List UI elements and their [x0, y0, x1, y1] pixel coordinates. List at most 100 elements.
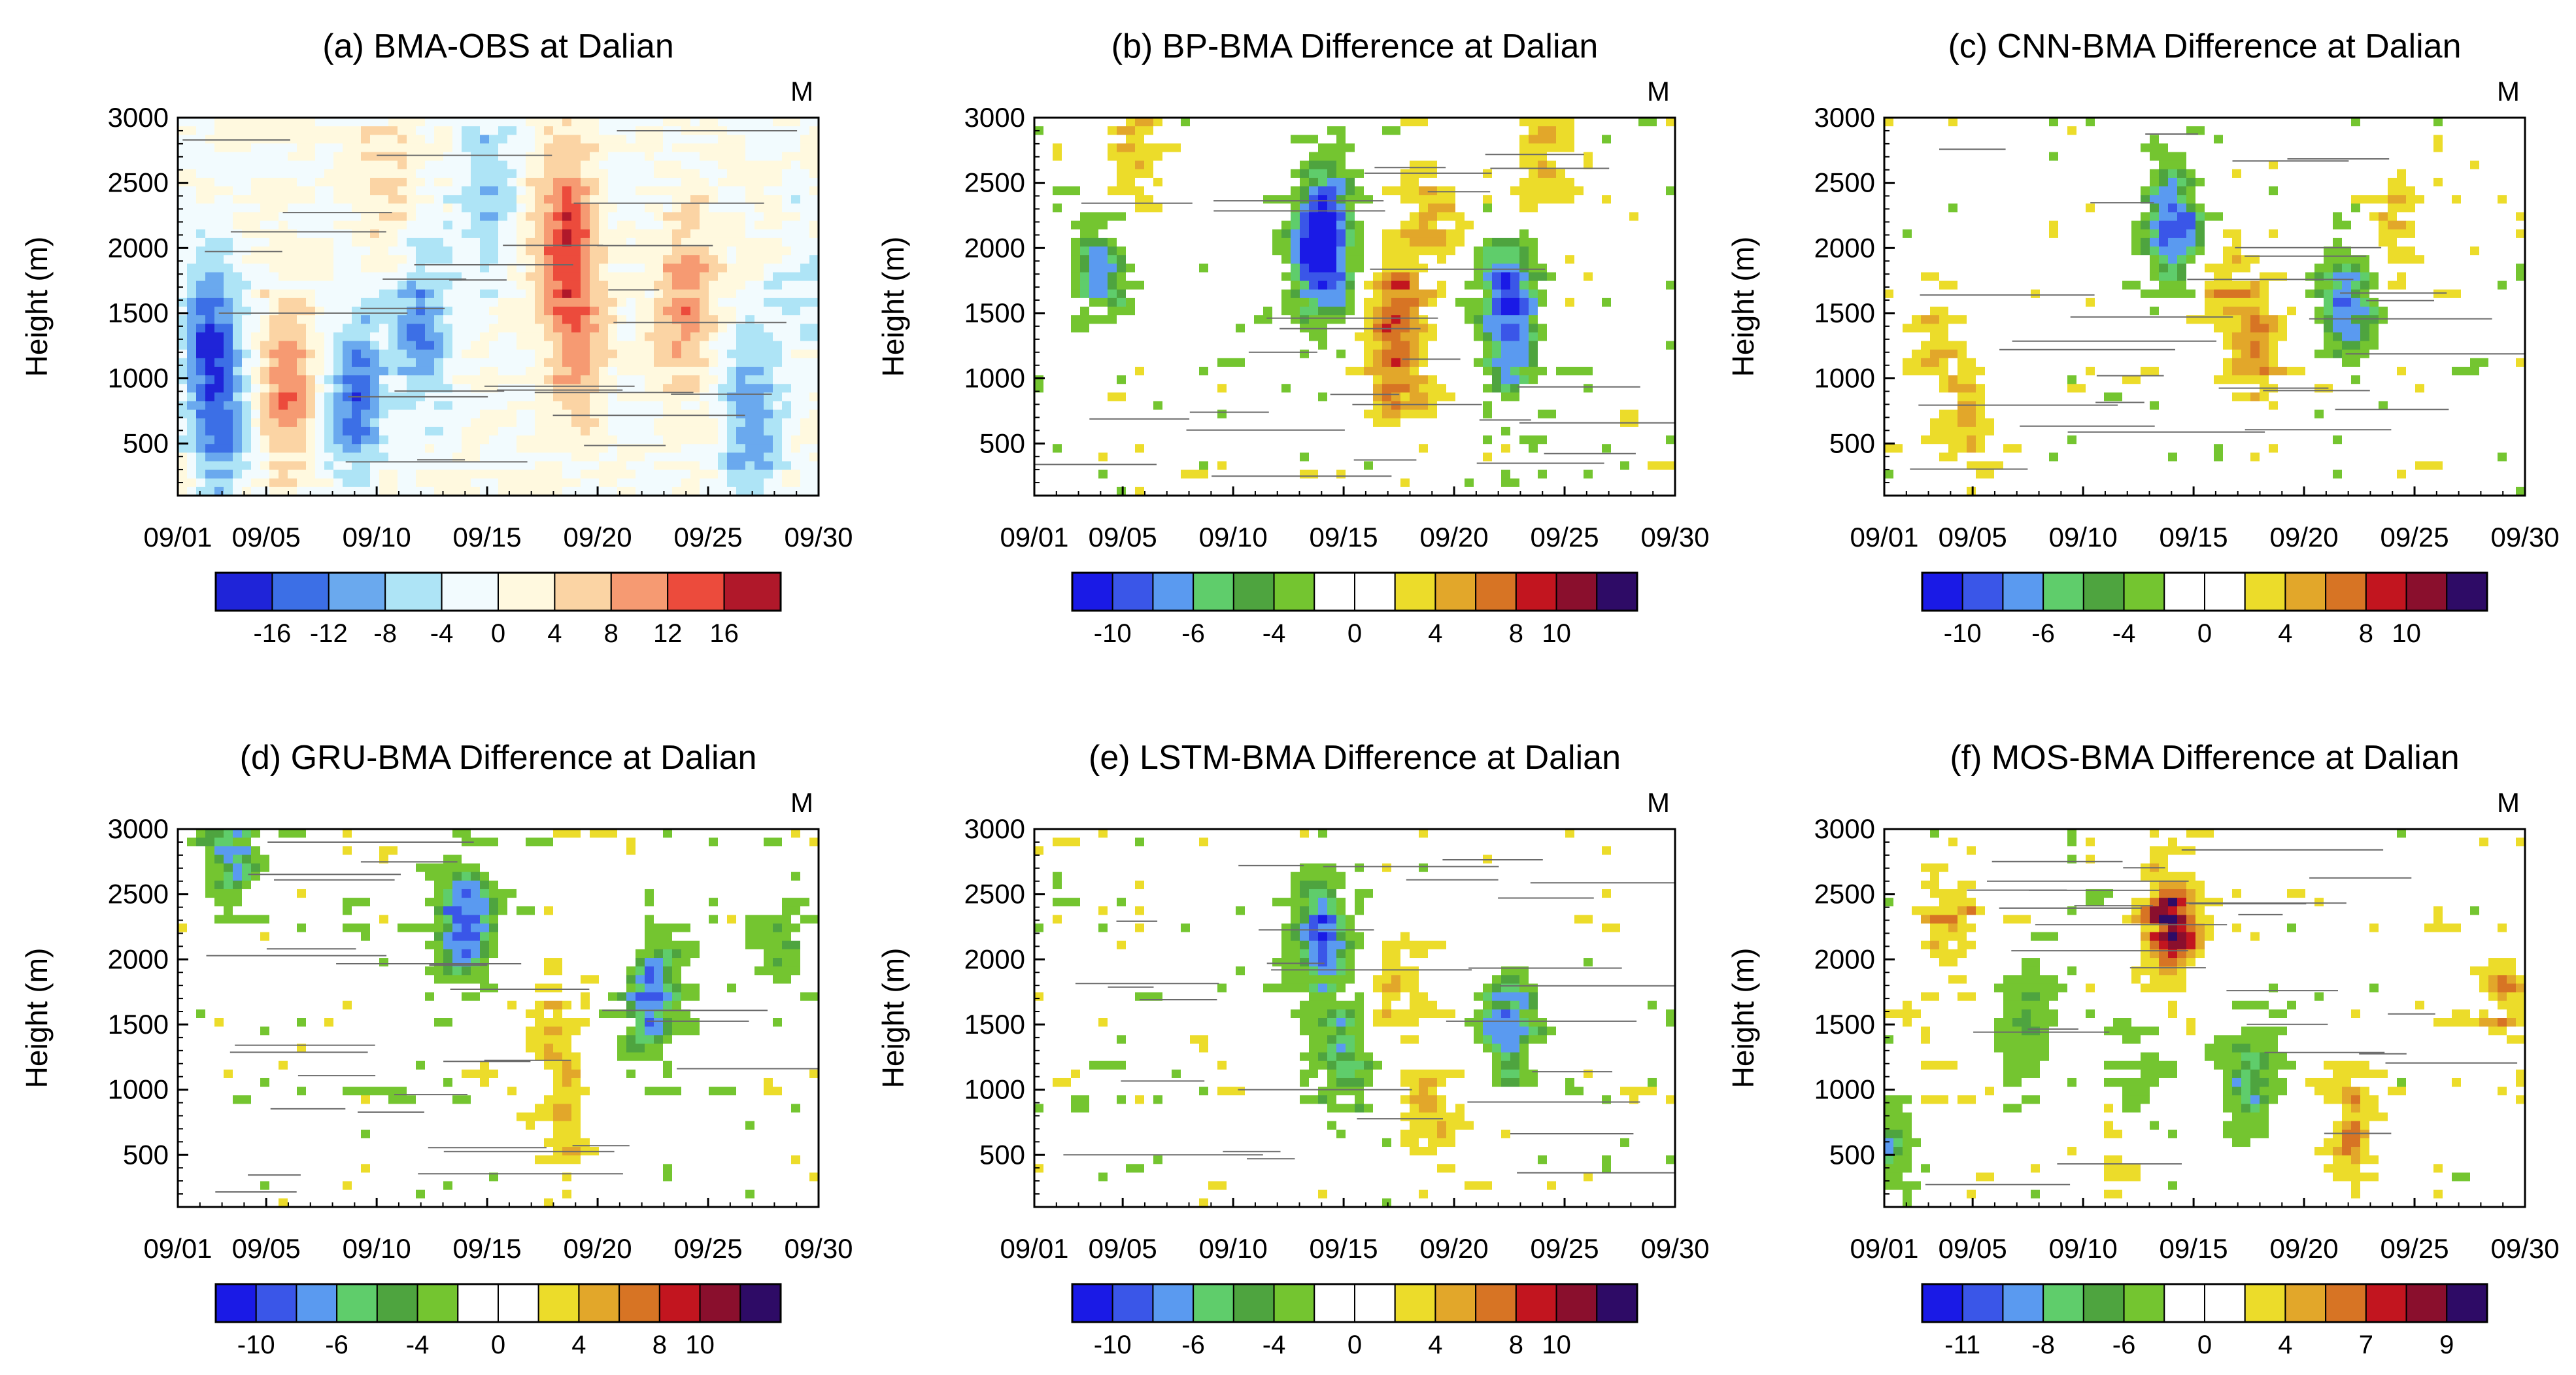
field-cell — [727, 203, 737, 213]
field-cell — [654, 195, 664, 204]
field-cell — [242, 280, 252, 290]
field-cell — [1291, 263, 1300, 273]
field-cell — [745, 461, 755, 471]
field-cell — [1318, 409, 1328, 419]
field-cell — [361, 229, 371, 239]
field-cell — [672, 435, 682, 445]
field-cell — [562, 349, 572, 359]
field-cell — [205, 401, 215, 411]
field-cell — [1364, 469, 1374, 479]
field-cell — [379, 375, 389, 384]
field-cell — [1272, 246, 1282, 256]
field-cell — [1318, 332, 1328, 342]
field-cell — [1071, 332, 1081, 342]
field-cell — [370, 418, 380, 428]
field-cell — [1135, 409, 1145, 419]
field-cell — [315, 160, 325, 170]
field-cell — [343, 384, 352, 393]
field-cell — [1281, 426, 1291, 436]
field-cell — [700, 143, 709, 153]
field-cell — [709, 332, 719, 342]
field-cell — [599, 409, 609, 419]
field-cell — [1382, 297, 1392, 307]
field-cell — [1300, 418, 1310, 428]
field-cell — [1355, 280, 1364, 290]
field-cell — [1053, 160, 1062, 170]
field-cell — [352, 461, 362, 471]
field-cell — [416, 461, 426, 471]
field-cell — [498, 341, 508, 350]
field-cell — [279, 366, 288, 376]
field-cell — [535, 289, 545, 299]
field-cell — [535, 135, 545, 144]
field-cell — [498, 203, 508, 213]
field-cell — [809, 272, 819, 282]
field-cell — [1318, 444, 1328, 453]
field-cell — [590, 177, 600, 187]
field-cell — [1034, 135, 1044, 144]
field-cell — [617, 341, 627, 350]
field-cell — [1382, 478, 1392, 488]
field-cell — [205, 307, 215, 316]
field-cell — [1364, 126, 1374, 135]
field-cell — [471, 126, 481, 135]
field-cell — [690, 409, 700, 419]
field-cell — [1098, 418, 1108, 428]
field-cell — [745, 409, 755, 419]
field-cell — [571, 186, 581, 195]
field-cell — [1391, 341, 1401, 350]
field-cell — [379, 426, 389, 436]
field-cell — [489, 263, 499, 273]
field-cell — [1071, 418, 1081, 428]
field-cell — [1199, 478, 1209, 488]
field-cell — [718, 324, 728, 333]
field-cell — [462, 237, 471, 247]
field-cell — [1291, 332, 1300, 342]
field-cell — [681, 152, 691, 161]
field-cell — [425, 263, 435, 273]
field-cell — [214, 478, 224, 488]
field-cell — [626, 332, 636, 342]
field-cell — [1281, 297, 1291, 307]
field-cell — [471, 143, 481, 153]
field-cell — [1144, 435, 1154, 445]
field-cell — [489, 478, 499, 488]
field-cell — [1144, 237, 1154, 247]
field-cell — [663, 426, 673, 436]
field-cell — [1382, 401, 1392, 411]
field-cell — [288, 152, 297, 161]
field-cell — [297, 324, 307, 333]
field-cell — [773, 426, 783, 436]
field-cell — [260, 203, 270, 213]
field-cell — [361, 418, 371, 428]
field-cell — [480, 126, 490, 135]
field-cell — [617, 461, 627, 471]
field-cell — [1162, 384, 1172, 393]
field-cell — [242, 444, 252, 453]
field-cell — [388, 324, 398, 333]
field-cell — [425, 177, 435, 187]
field-cell — [1318, 212, 1328, 222]
field-cell — [187, 289, 197, 299]
field-cell — [1208, 341, 1218, 350]
field-cell — [617, 426, 627, 436]
field-cell — [636, 375, 645, 384]
field-cell — [489, 255, 499, 264]
field-cell — [489, 126, 499, 135]
field-cell — [535, 220, 545, 230]
field-cell — [343, 118, 352, 127]
field-cell — [1217, 332, 1227, 342]
field-cell — [626, 255, 636, 264]
field-cell — [773, 452, 783, 462]
field-cell — [269, 341, 279, 350]
field-cell — [1062, 143, 1072, 153]
field-cell — [443, 375, 453, 384]
field-cell — [800, 444, 810, 453]
field-cell — [1217, 229, 1227, 239]
field-cell — [324, 263, 334, 273]
field-cell — [489, 418, 499, 428]
field-cell — [1062, 263, 1072, 273]
field-cell — [343, 341, 352, 350]
field-cell — [718, 349, 728, 359]
field-cell — [1098, 315, 1108, 324]
